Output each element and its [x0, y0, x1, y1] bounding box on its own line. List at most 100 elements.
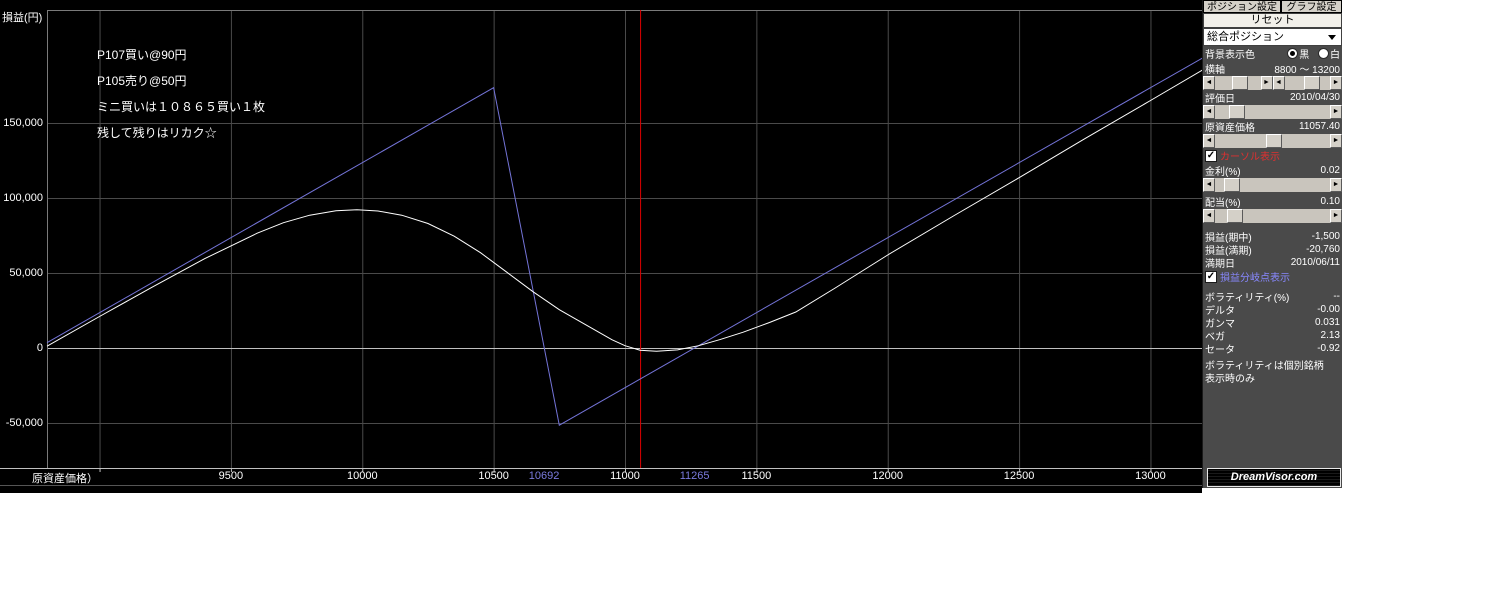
- dividend-label: 配当(%): [1205, 198, 1241, 209]
- scroll-left-arrow-icon[interactable]: ◄: [1272, 76, 1285, 90]
- option-payoff-app: 損益(円) 原資産価格） 150,000 100,000 50,000 0 -50,00…: [0, 0, 1342, 493]
- underlying-price-label: 原資産価格: [1205, 123, 1255, 134]
- scrollbar-thumb[interactable]: [1228, 105, 1245, 119]
- series-損益(満期): [46, 57, 1202, 426]
- pl-expiry-label: 損益(満期): [1205, 246, 1252, 256]
- expiry-date-value: 2010/06/11: [1290, 257, 1340, 268]
- sidebar-tabs: ポジション設定 グラフ設定: [1203, 0, 1342, 13]
- dividend-scrollbar: ◄ ►: [1203, 209, 1342, 223]
- scrollbar-track[interactable]: [1215, 209, 1330, 223]
- y-tick-label: 100,000: [3, 191, 43, 204]
- x-axis-title: 原資産価格）: [32, 473, 98, 485]
- radio-white-label: 白: [1330, 50, 1340, 61]
- annotation-line: P107買い@90円: [97, 48, 187, 62]
- x-tick-label: 10500: [478, 470, 509, 482]
- x-tick-label: 11000: [610, 470, 640, 482]
- x-axis-range-row: 横軸 8800 ～ 13200: [1203, 61, 1342, 76]
- tab-position-settings[interactable]: ポジション設定: [1203, 0, 1281, 13]
- y-tick-label: -50,000: [5, 416, 43, 429]
- background-color-options: 黒 白: [1281, 46, 1340, 61]
- x-tick-label: 11500: [741, 470, 772, 482]
- range-min-scrollbar: ◄ ►: [1203, 76, 1273, 90]
- breakeven-display-checkbox[interactable]: ✓: [1205, 270, 1217, 283]
- underlying-price-scrollbar: ◄ ►: [1203, 134, 1342, 148]
- dreamvisor-logo[interactable]: DreamVisor.com: [1207, 468, 1341, 487]
- eval-date-scrollbar: ◄ ►: [1203, 105, 1342, 119]
- annotation-line: P105売り@50円: [97, 74, 187, 88]
- scroll-right-arrow-icon[interactable]: ►: [1330, 134, 1342, 148]
- underlying-price-value: 11057.40: [1299, 121, 1340, 132]
- breakeven-display-label: 損益分岐点表示: [1220, 273, 1290, 284]
- interest-rate-row: 金利(%) 0.02: [1203, 163, 1342, 178]
- x-tick-label: 10000: [346, 470, 378, 482]
- x-tick-label: 12000: [872, 470, 904, 482]
- volatility-row: ボラティリティ(%) --: [1203, 290, 1342, 303]
- vega-row: ベガ 2.13: [1203, 329, 1342, 342]
- cursor-display-label: カーソル表示: [1220, 152, 1280, 163]
- scrollbar-track[interactable]: [1215, 178, 1330, 192]
- interest-rate-value: 0.02: [1320, 165, 1340, 176]
- x-tick-label: 12500: [1003, 470, 1035, 482]
- vega-value: 2.13: [1320, 330, 1340, 341]
- theta-label: セータ: [1205, 345, 1235, 355]
- x-axis-range-scrollbars: ◄ ► ◄ ►: [1203, 76, 1342, 90]
- scroll-right-arrow-icon[interactable]: ►: [1330, 76, 1342, 90]
- scroll-right-arrow-icon[interactable]: ►: [1330, 105, 1342, 119]
- background-color-row: 背景表示色 黒 白: [1203, 46, 1342, 61]
- theta-row: セータ -0.92: [1203, 342, 1342, 355]
- y-tick-label: 0: [36, 341, 43, 354]
- position-select[interactable]: 総合ポジション: [1203, 28, 1342, 46]
- payoff-chart: 損益(円) 原資産価格） 150,000 100,000 50,000 0 -50,00…: [0, 0, 1202, 493]
- delta-value: -0.00: [1317, 304, 1340, 315]
- scrollbar-thumb[interactable]: [1303, 76, 1320, 90]
- scroll-right-arrow-icon[interactable]: ►: [1330, 209, 1342, 223]
- scroll-left-arrow-icon[interactable]: ◄: [1203, 105, 1215, 119]
- interest-rate-scrollbar: ◄ ►: [1203, 178, 1342, 192]
- radio-white[interactable]: [1318, 48, 1329, 59]
- chevron-down-icon: [1328, 35, 1336, 40]
- pl-interim-row: 損益(期中) -1,500: [1203, 230, 1342, 243]
- annotation-line: 残して残りはリカク☆: [97, 126, 217, 140]
- scrollbar-track[interactable]: [1215, 105, 1330, 119]
- scrollbar-track[interactable]: [1284, 76, 1330, 90]
- scrollbar-thumb[interactable]: [1232, 76, 1249, 90]
- scroll-right-arrow-icon[interactable]: ►: [1330, 178, 1342, 192]
- pl-expiry-value: -20,760: [1306, 244, 1340, 255]
- chart-canvas: [0, 10, 1202, 486]
- y-axis-title: 損益(円): [2, 12, 43, 24]
- volatility-value: --: [1333, 291, 1340, 302]
- dividend-value: 0.10: [1320, 196, 1340, 207]
- scroll-left-arrow-icon[interactable]: ◄: [1203, 209, 1215, 223]
- scrollbar-track[interactable]: [1215, 76, 1261, 90]
- radio-black[interactable]: [1287, 48, 1299, 59]
- delta-row: デルタ -0.00: [1203, 303, 1342, 316]
- range-max-scrollbar: ◄ ►: [1272, 76, 1342, 90]
- note-line-2: 表示時のみ: [1205, 374, 1255, 385]
- breakeven-label: 11265: [679, 470, 710, 482]
- dividend-row: 配当(%) 0.10: [1203, 194, 1342, 209]
- scrollbar-track[interactable]: [1215, 134, 1330, 148]
- cursor-display-checkbox[interactable]: ✓: [1205, 149, 1217, 162]
- radio-black-label: 黒: [1299, 50, 1310, 61]
- x-axis-range-label: 横軸: [1205, 65, 1225, 76]
- position-select-value: 総合ポジション: [1207, 31, 1284, 43]
- x-axis-range-value: 8800 ～ 13200: [1274, 65, 1340, 76]
- scroll-right-arrow-icon[interactable]: ►: [1260, 76, 1273, 90]
- vega-label: ベガ: [1205, 332, 1225, 342]
- scroll-left-arrow-icon[interactable]: ◄: [1203, 178, 1215, 192]
- scrollbar-thumb[interactable]: [1265, 134, 1282, 148]
- breakeven-label: 10692: [528, 470, 560, 482]
- scroll-left-arrow-icon[interactable]: ◄: [1203, 76, 1215, 90]
- expiry-date-label: 満期日: [1205, 259, 1235, 269]
- reset-button[interactable]: リセット: [1203, 13, 1342, 28]
- breakeven-display-row: ✓ 損益分岐点表示: [1203, 269, 1342, 284]
- pl-interim-value: -1,500: [1311, 231, 1340, 242]
- x-tick-label: 13000: [1135, 470, 1166, 482]
- eval-date-row: 評価日 2010/04/30: [1203, 90, 1342, 105]
- scrollbar-thumb[interactable]: [1226, 209, 1243, 223]
- scroll-left-arrow-icon[interactable]: ◄: [1203, 134, 1215, 148]
- eval-date-label: 評価日: [1205, 94, 1235, 105]
- tab-graph-settings[interactable]: グラフ設定: [1281, 0, 1342, 13]
- x-tick-label: 9500: [218, 470, 244, 482]
- scrollbar-thumb[interactable]: [1224, 178, 1241, 192]
